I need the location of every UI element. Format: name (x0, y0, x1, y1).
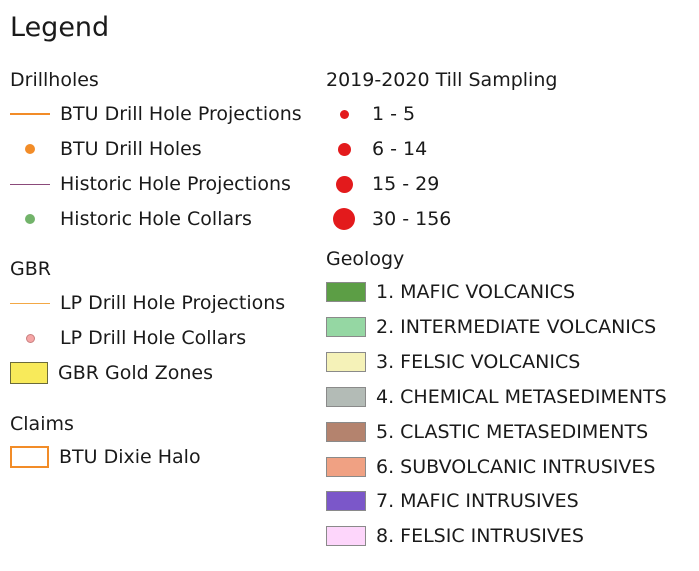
legend-item-label: 4. CHEMICAL METASEDIMENTS (376, 386, 667, 408)
geology-color-swatch-icon (326, 422, 366, 442)
legend-item-label: 6. SUBVOLCANIC INTRUSIVES (376, 456, 656, 478)
pink-dot-symbol-icon (10, 325, 50, 351)
green-dot-symbol-icon (10, 206, 50, 232)
legend-item-till-6-14: 6 - 14 (326, 136, 427, 162)
legend-item-till-1-5: 1 - 5 (326, 101, 415, 127)
drillholes-group-title: Drillholes (10, 69, 99, 91)
legend-item-label: 6 - 14 (372, 138, 428, 160)
legend-item-label: 1. MAFIC VOLCANICS (376, 281, 576, 303)
legend-item-geology-unit: 6. SUBVOLCANIC INTRUSIVES (326, 454, 655, 480)
claims-group-title: Claims (10, 413, 74, 435)
legend-item-geology-unit: 3. FELSIC VOLCANICS (326, 349, 580, 375)
legend-item-label: BTU Drill Hole Projections (60, 103, 302, 125)
legend-item-label: 3. FELSIC VOLCANICS (376, 351, 581, 373)
legend-item-geology-unit: 7. MAFIC INTRUSIVES (326, 488, 579, 514)
geology-color-swatch-icon (326, 352, 366, 372)
legend-item-label: 7. MAFIC INTRUSIVES (376, 490, 579, 512)
legend-item-till-30-156: 30 - 156 (326, 206, 451, 232)
legend-item-label: 30 - 156 (372, 208, 452, 230)
small-red-dot-symbol-icon (326, 101, 362, 127)
geology-group-title: Geology (326, 248, 405, 270)
legend-item-historic-hole-collars: Historic Hole Collars (10, 206, 252, 232)
geology-color-swatch-icon (326, 526, 366, 546)
orange-dot-symbol-icon (10, 136, 50, 162)
legend-item-till-15-29: 15 - 29 (326, 171, 439, 197)
legend-item-geology-unit: 2. INTERMEDIATE VOLCANICS (326, 314, 656, 340)
thin-orange-line-symbol-icon (10, 302, 50, 304)
large-red-dot-symbol-icon (326, 171, 362, 197)
legend-item-label: Historic Hole Projections (60, 173, 291, 195)
legend-item-geology-unit: 1. MAFIC VOLCANICS (326, 279, 575, 305)
geology-color-swatch-icon (326, 457, 366, 477)
legend-item-gbr-gold-zones: GBR Gold Zones (0, 360, 213, 386)
purple-line-symbol-icon (10, 183, 50, 185)
gbr-group-title: GBR (10, 258, 51, 280)
legend-item-btu-drill-holes: BTU Drill Holes (10, 136, 202, 162)
legend-item-label: 5. CLASTIC METASEDIMENTS (376, 421, 649, 443)
legend-item-label: 2. INTERMEDIATE VOLCANICS (376, 316, 657, 338)
legend-item-label: Historic Hole Collars (60, 208, 252, 230)
legend-item-geology-unit: 5. CLASTIC METASEDIMENTS (326, 419, 648, 445)
yellow-polygon-symbol-icon (10, 362, 48, 384)
legend-item-label: BTU Dixie Halo (59, 446, 201, 468)
legend-item-btu-drill-hole-projections: BTU Drill Hole Projections (10, 101, 302, 127)
legend-item-geology-unit: 4. CHEMICAL METASEDIMENTS (326, 384, 667, 410)
legend-item-label: LP Drill Hole Projections (60, 292, 286, 314)
geology-color-swatch-icon (326, 387, 366, 407)
legend-item-label: LP Drill Hole Collars (60, 327, 247, 349)
legend-item-lp-drill-hole-collars: LP Drill Hole Collars (10, 325, 246, 351)
medium-red-dot-symbol-icon (326, 136, 362, 162)
xlarge-red-dot-symbol-icon (326, 206, 362, 232)
legend-item-geology-unit: 8. FELSIC INTRUSIVES (326, 523, 584, 549)
geology-color-swatch-icon (326, 491, 366, 511)
legend-item-historic-hole-projections: Historic Hole Projections (10, 171, 291, 197)
orange-outline-polygon-symbol-icon (10, 446, 49, 468)
legend-item-label: GBR Gold Zones (58, 362, 213, 384)
legend-item-label: 1 - 5 (372, 103, 416, 125)
geology-color-swatch-icon (326, 282, 366, 302)
legend-item-lp-drill-hole-projections: LP Drill Hole Projections (10, 290, 285, 316)
geology-color-swatch-icon (326, 317, 366, 337)
legend-title: Legend (10, 12, 110, 43)
legend-item-label: 8. FELSIC INTRUSIVES (376, 525, 584, 547)
legend-item-label: 15 - 29 (372, 173, 440, 195)
legend-item-btu-dixie-halo: BTU Dixie Halo (0, 444, 201, 470)
legend-item-label: BTU Drill Holes (60, 138, 202, 160)
orange-line-symbol-icon (10, 113, 50, 115)
till-sampling-group-title: 2019-2020 Till Sampling (326, 69, 558, 91)
